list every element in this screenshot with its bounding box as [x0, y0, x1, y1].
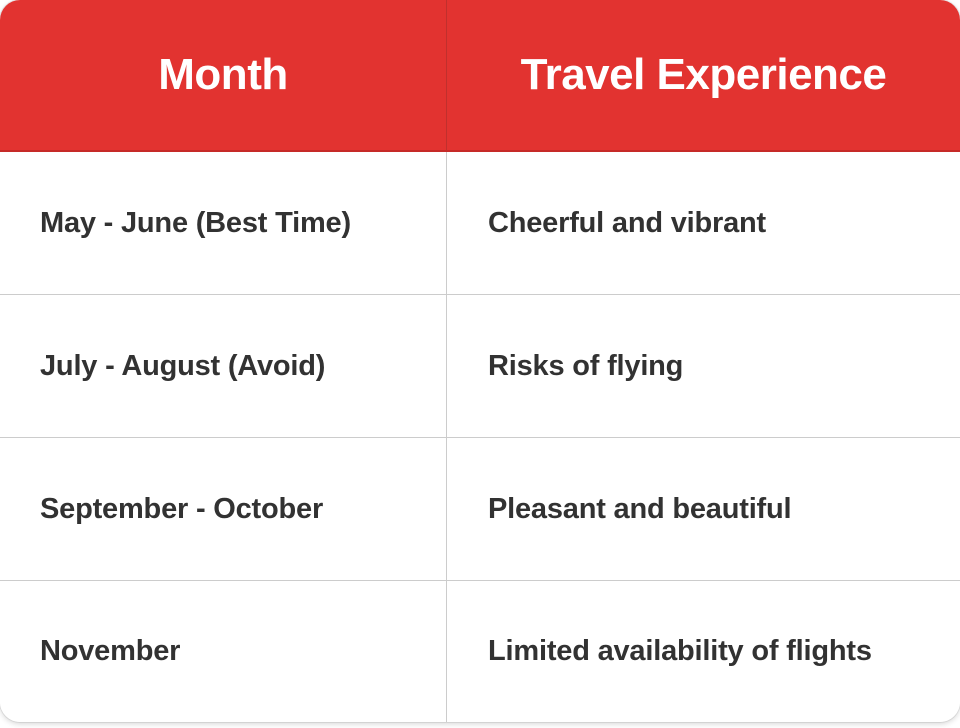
cell-month: November — [0, 581, 447, 722]
cell-month: May - June (Best Time) — [0, 152, 447, 295]
cell-travel-experience: Risks of flying — [447, 295, 960, 438]
cell-travel-experience: Cheerful and vibrant — [447, 152, 960, 295]
cell-travel-experience: Limited availability of flights — [447, 581, 960, 722]
column-header-travel-experience: Travel Experience — [447, 0, 960, 152]
cell-month: July - August (Avoid) — [0, 295, 447, 438]
table-row: May - June (Best Time) Cheerful and vibr… — [0, 152, 960, 295]
cell-travel-experience: Pleasant and beautiful — [447, 438, 960, 581]
column-header-month: Month — [0, 0, 447, 152]
table-body: May - June (Best Time) Cheerful and vibr… — [0, 152, 960, 722]
table-header: Month Travel Experience — [0, 0, 960, 152]
table-row: November Limited availability of flights — [0, 581, 960, 722]
table-row: July - August (Avoid) Risks of flying — [0, 295, 960, 438]
cell-month: September - October — [0, 438, 447, 581]
table-header-row: Month Travel Experience — [0, 0, 960, 152]
table-row: September - October Pleasant and beautif… — [0, 438, 960, 581]
